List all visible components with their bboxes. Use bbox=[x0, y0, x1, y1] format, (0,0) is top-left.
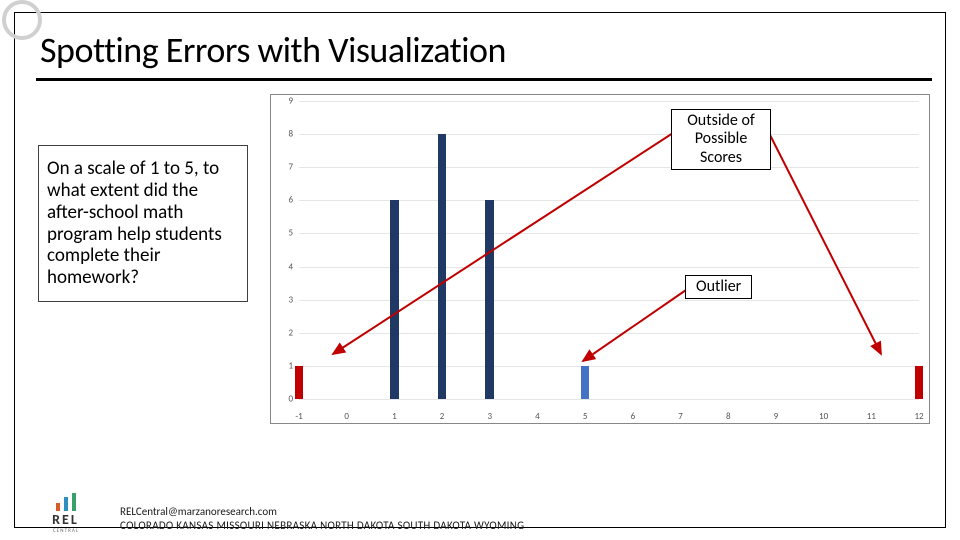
x-tick-label: 7 bbox=[678, 411, 683, 422]
x-tick-label: 6 bbox=[631, 411, 636, 422]
y-tick-label: 2 bbox=[288, 327, 293, 338]
footer-states: COLORADO KANSAS MISSOURI NEBRASKA NORTH … bbox=[120, 519, 524, 532]
plot-area: 0123456789-10123456789101112 bbox=[299, 101, 919, 399]
y-tick-label: 4 bbox=[288, 261, 293, 272]
rel-logo: REL C E N T R A L bbox=[18, 492, 113, 534]
footer-email: RELCentral@marzanoresearch.com bbox=[120, 505, 277, 518]
bar bbox=[438, 134, 447, 399]
bar bbox=[485, 200, 494, 399]
gridline bbox=[299, 167, 919, 168]
y-tick-label: 0 bbox=[288, 394, 293, 405]
bar bbox=[581, 366, 590, 399]
x-tick-label: 11 bbox=[867, 411, 876, 422]
annotation-outside: Outside of Possible Scores bbox=[671, 109, 771, 170]
bar bbox=[295, 366, 304, 399]
logo-bars-icon bbox=[56, 493, 76, 511]
gridline bbox=[299, 101, 919, 102]
y-tick-label: 6 bbox=[288, 195, 293, 206]
question-box: On a scale of 1 to 5, to what extent did… bbox=[38, 145, 248, 302]
title-underline bbox=[36, 78, 932, 81]
bar bbox=[390, 200, 399, 399]
x-tick-label: 0 bbox=[344, 411, 349, 422]
x-tick-label: 2 bbox=[440, 411, 445, 422]
y-tick-label: 1 bbox=[288, 360, 293, 371]
x-tick-label: 1 bbox=[392, 411, 397, 422]
x-tick-label: 3 bbox=[487, 411, 492, 422]
gridline bbox=[299, 399, 919, 400]
bar bbox=[915, 366, 924, 399]
corner-decoration bbox=[2, 0, 42, 40]
logo-subtext: C E N T R A L bbox=[53, 528, 78, 534]
x-tick-label: 10 bbox=[819, 411, 828, 422]
y-tick-label: 8 bbox=[288, 129, 293, 140]
y-tick-label: 3 bbox=[288, 294, 293, 305]
y-tick-label: 5 bbox=[288, 228, 293, 239]
x-tick-label: 8 bbox=[726, 411, 731, 422]
x-tick-label: 5 bbox=[583, 411, 588, 422]
x-tick-label: -1 bbox=[295, 411, 302, 422]
x-tick-label: 9 bbox=[774, 411, 779, 422]
annotation-outlier: Outlier bbox=[685, 275, 752, 299]
bar-chart: 0123456789-10123456789101112 Outside of … bbox=[270, 94, 930, 424]
x-tick-label: 4 bbox=[535, 411, 540, 422]
y-tick-label: 9 bbox=[288, 96, 293, 107]
gridline bbox=[299, 134, 919, 135]
y-tick-label: 7 bbox=[288, 162, 293, 173]
x-tick-label: 12 bbox=[914, 411, 923, 422]
logo-text: REL bbox=[52, 511, 79, 528]
slide-title: Spotting Errors with Visualization bbox=[40, 28, 506, 72]
